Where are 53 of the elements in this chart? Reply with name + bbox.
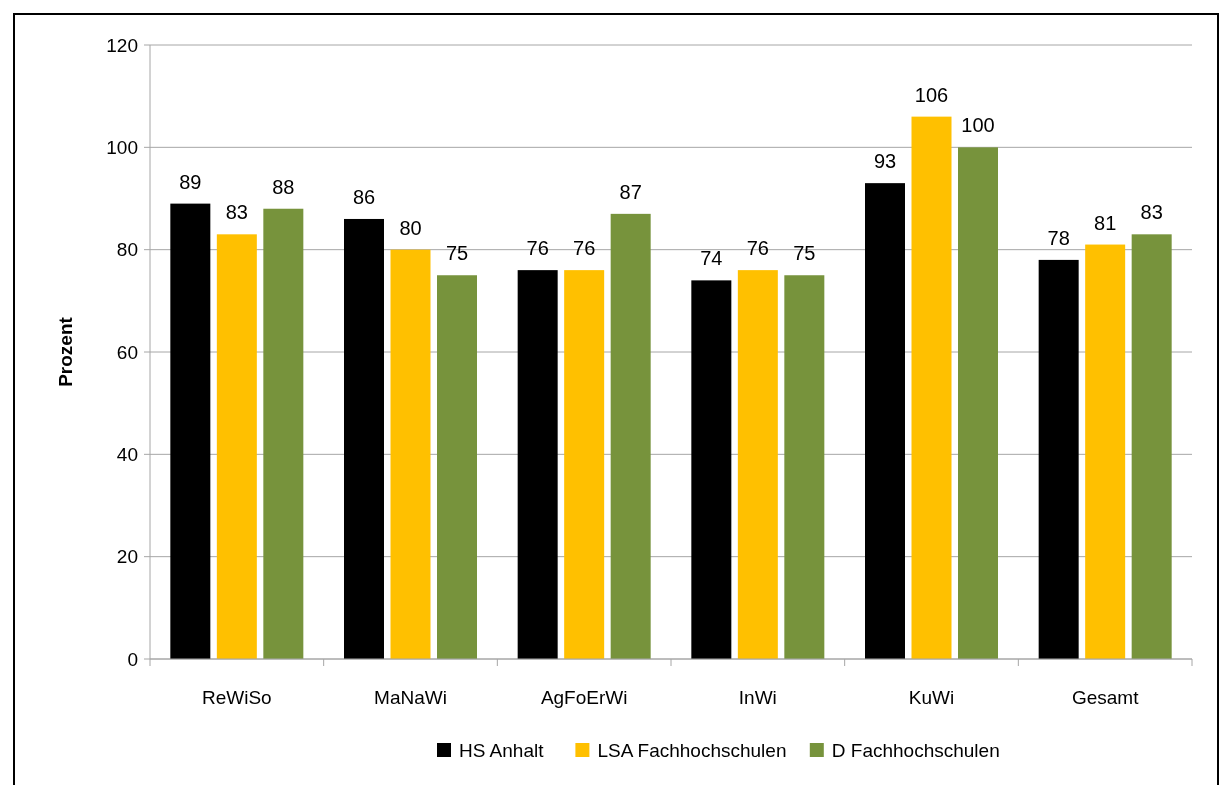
x-tick-label: Gesamt: [1071, 686, 1140, 708]
data-label: 75: [445, 242, 469, 265]
x-tick-label: KuWi: [908, 686, 955, 708]
data-label: 106: [914, 83, 949, 106]
data-label: 76: [746, 237, 769, 260]
data-label: 100: [961, 114, 995, 137]
data-label: 78: [1047, 226, 1070, 249]
x-tick-label: MaNaWi: [374, 686, 447, 708]
bar: [170, 203, 211, 659]
data-label: 87: [619, 180, 642, 203]
bar: [564, 270, 605, 659]
y-tick-label: 120: [106, 34, 138, 56]
bar: [737, 270, 778, 659]
data-label: 76: [526, 237, 549, 260]
legend-label: D Fachhochschulen: [831, 739, 1000, 761]
data-label: 89: [179, 170, 202, 193]
bar: [1038, 259, 1079, 659]
x-tick-label: ReWiSo: [201, 686, 272, 708]
data-label: 83: [1140, 201, 1163, 224]
x-tick-label: InWi: [738, 686, 777, 708]
data-label: 88: [272, 175, 295, 198]
bar: [958, 147, 998, 659]
legend-label: LSA Fachhochschulen: [597, 739, 787, 761]
bar: [610, 213, 651, 659]
bar: [437, 275, 477, 659]
bar: [691, 280, 732, 659]
y-tick-label: 20: [116, 546, 138, 568]
data-label: 83: [225, 201, 248, 224]
legend-label: HS Anhalt: [459, 739, 545, 761]
data-label: 80: [399, 216, 422, 239]
data-label: 74: [700, 247, 723, 270]
data-label: 93: [873, 150, 897, 173]
bar: [1131, 234, 1172, 659]
data-label: 86: [352, 185, 376, 208]
y-axis-title: Prozent: [54, 316, 76, 387]
x-tick-label: AgFoErWi: [540, 686, 628, 708]
bar: [263, 208, 304, 659]
y-tick-label: 60: [116, 341, 138, 363]
data-label: 76: [573, 237, 596, 260]
bar: [1085, 244, 1126, 659]
y-tick-label: 100: [106, 136, 138, 158]
data-label: 81: [1094, 211, 1117, 234]
y-tick-label: 0: [127, 648, 138, 670]
y-tick-label: 80: [116, 239, 138, 261]
y-tick-label: 40: [116, 443, 138, 465]
bar: [784, 275, 825, 659]
bar: [216, 234, 257, 659]
data-label: 75: [793, 242, 816, 265]
bar: [865, 183, 905, 659]
bar: [344, 218, 384, 659]
bar: [390, 249, 431, 659]
bar: [517, 270, 558, 659]
bar: [911, 116, 952, 659]
